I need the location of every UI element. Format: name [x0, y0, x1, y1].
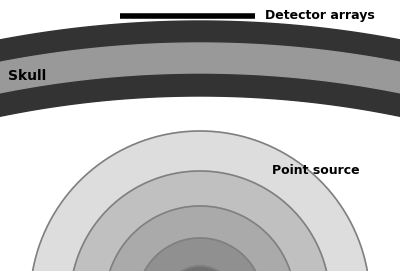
Text: Detector arrays: Detector arrays [265, 9, 375, 22]
Text: Point source: Point source [272, 164, 360, 178]
Polygon shape [165, 266, 235, 271]
Text: Skull: Skull [8, 69, 46, 83]
Polygon shape [137, 238, 263, 271]
Polygon shape [105, 206, 295, 271]
Polygon shape [70, 171, 330, 271]
Polygon shape [0, 43, 400, 271]
Polygon shape [0, 21, 400, 271]
Polygon shape [30, 131, 370, 271]
Polygon shape [0, 73, 400, 271]
